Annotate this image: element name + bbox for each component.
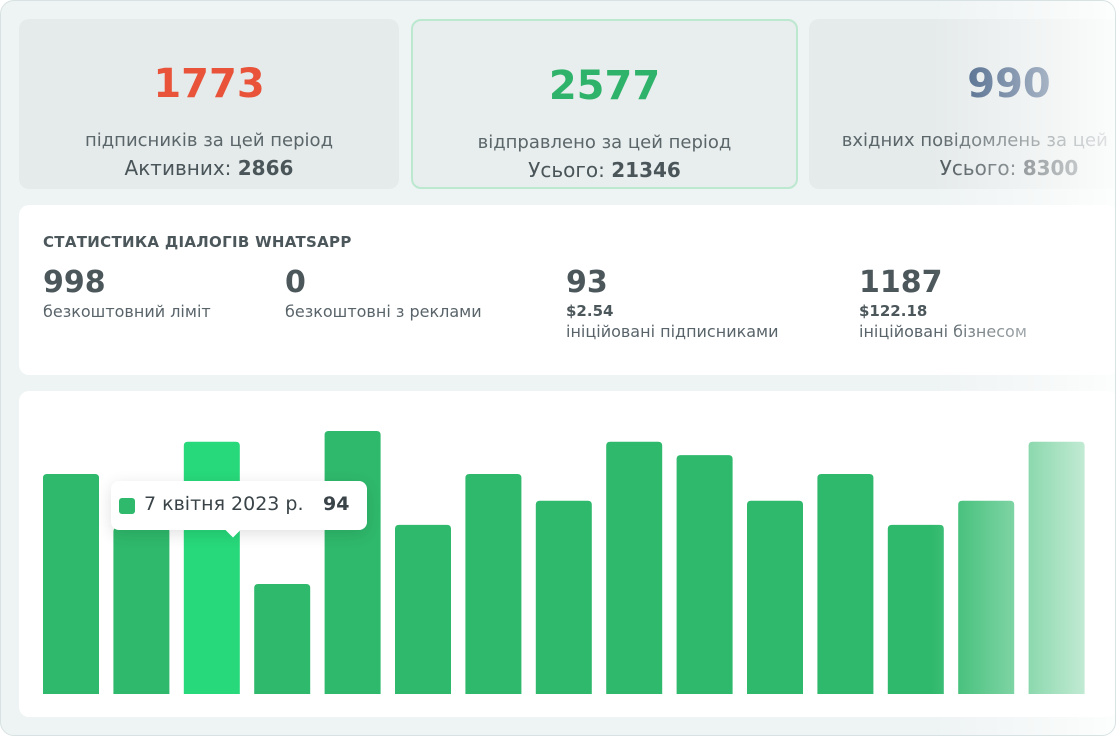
bar	[676, 455, 733, 694]
item-price: $122.18	[859, 302, 928, 320]
total-value: 21346	[611, 158, 681, 182]
stat-caption: підписників за цей період	[84, 130, 334, 151]
item-value: 998	[43, 265, 106, 300]
bar	[183, 441, 240, 694]
bar	[958, 500, 1015, 694]
total-label: Усього:	[528, 158, 605, 182]
item-value: 93	[566, 265, 608, 300]
bar	[254, 583, 311, 694]
stat-value: 2577	[548, 63, 661, 109]
bar	[395, 524, 451, 694]
stat-total: Усього: 21346	[413, 158, 796, 182]
bar	[817, 473, 874, 694]
bar	[1028, 441, 1085, 694]
bar	[606, 441, 663, 694]
tooltip-value: 94	[323, 493, 350, 515]
bar	[113, 527, 170, 694]
panel-title: СТАТИСТИКА ДІАЛОГІВ WHATSAPP	[43, 233, 352, 251]
item-value: 0	[285, 265, 306, 300]
stat-item: 93 $2.54 ініційовані підписниками	[566, 265, 779, 343]
bar	[324, 431, 381, 694]
stat-item: 998 безкоштовний ліміт	[43, 265, 211, 323]
tooltip-date: 7 квітня 2023 р.	[144, 493, 304, 515]
stat-card: 2577 відправлено за цей період Усього: 2…	[411, 19, 798, 189]
item-label: безкоштовний ліміт	[43, 302, 211, 321]
item-price: $2.54	[566, 302, 614, 320]
item-label: безкоштовні з реклами	[285, 302, 482, 321]
stat-total: Активних: 2866	[19, 156, 399, 180]
stat-value: 1773	[153, 61, 265, 107]
bar	[887, 524, 944, 694]
bar	[465, 473, 522, 694]
bar	[535, 500, 592, 694]
stat-caption: відправлено за цей період	[477, 132, 732, 153]
item-value: 1187	[859, 265, 943, 300]
stat-item: 0 безкоштовні з реклами	[285, 265, 482, 323]
total-label: Активних:	[124, 156, 232, 180]
item-label: ініційовані підписниками	[566, 322, 779, 341]
tooltip: 7 квітня 2023 р. 94	[111, 481, 367, 538]
stat-card: 1773 підписників за цей період Активних:…	[19, 19, 399, 189]
bar	[43, 473, 99, 694]
total-value: 2866	[237, 156, 294, 180]
tooltip-swatch	[119, 498, 135, 514]
bar	[747, 500, 803, 694]
